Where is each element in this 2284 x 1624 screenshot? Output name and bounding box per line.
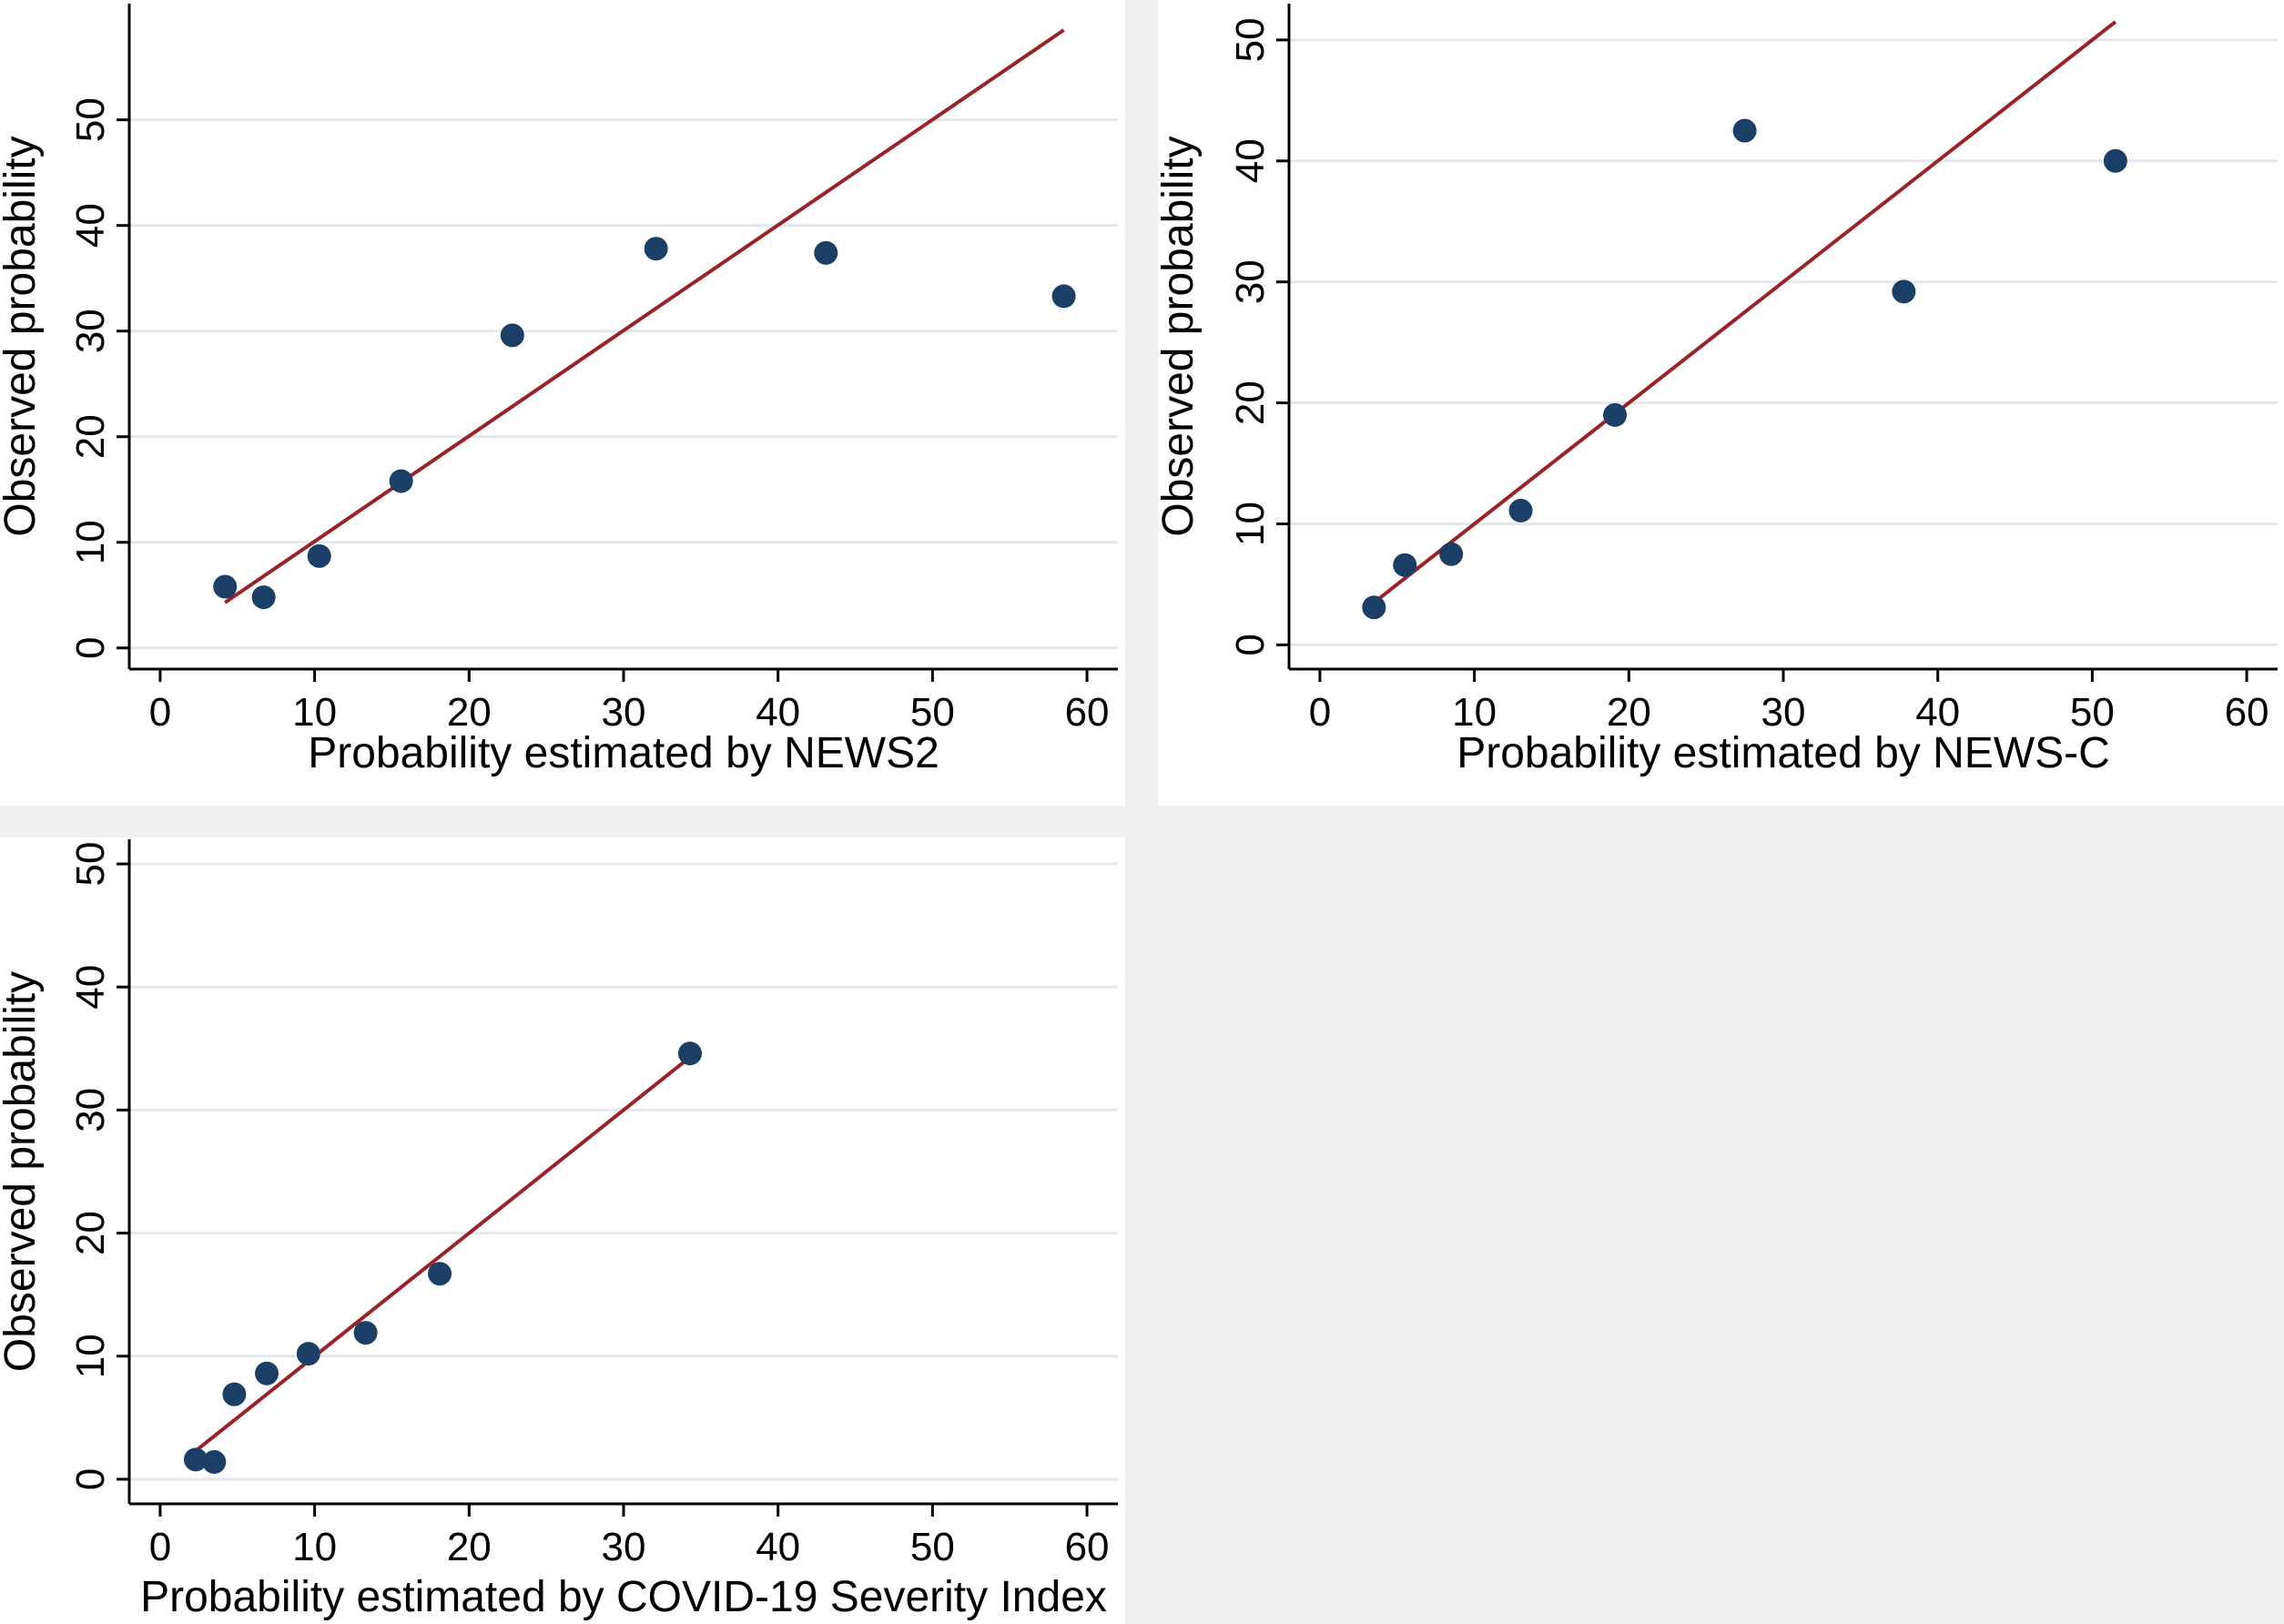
fit-line (1373, 20, 2117, 604)
data-point (1051, 284, 1076, 309)
x-tick-label: 30 (602, 1525, 646, 1569)
y-tick-label: 50 (68, 97, 113, 142)
x-tick-label: 0 (1309, 690, 1331, 735)
y-tick-label: 40 (1228, 138, 1273, 183)
data-point (353, 1321, 378, 1345)
x-tick-label: 0 (149, 1525, 171, 1569)
y-tick-label: 20 (1228, 381, 1273, 425)
data-point (1362, 595, 1386, 620)
data-point (2103, 148, 2127, 173)
y-tick-label: 20 (68, 414, 113, 459)
x-axis-title: Probability estimated by NEWS-C (1457, 729, 2110, 777)
y-tick-label: 30 (68, 309, 113, 353)
x-tick-label: 30 (1761, 690, 1806, 735)
data-point (1439, 542, 1464, 566)
x-tick-label: 30 (602, 690, 646, 735)
y-tick-label: 0 (1228, 634, 1273, 655)
x-tick-label: 50 (2070, 690, 2115, 735)
data-point (1732, 118, 1757, 143)
data-point (251, 585, 276, 610)
x-tick-label: 50 (910, 1525, 955, 1569)
y-tick-label: 0 (68, 1468, 113, 1490)
x-tick-label: 50 (910, 690, 955, 735)
chart-panel-2: 0 10 20 30 40 50 0 10 20 30 40 50 60 Probability esti… (1154, 0, 2284, 806)
y-axis-title: Observed probability (1154, 136, 1203, 536)
data-point (255, 1361, 279, 1385)
data-point (500, 323, 524, 348)
y-axis-title: Observed probability (0, 971, 45, 1372)
x-axis-title: Probability estimated by COVID-19 Severi… (140, 1573, 1107, 1621)
data-point (677, 1041, 702, 1066)
x-tick-label: 10 (292, 1525, 337, 1569)
data-point (1393, 553, 1417, 577)
y-tick-label: 40 (68, 203, 113, 248)
y-tick-label: 20 (68, 1211, 113, 1255)
x-tick-label: 10 (1452, 690, 1497, 735)
x-tick-label: 20 (447, 690, 492, 735)
data-point (1508, 498, 1533, 523)
data-point (213, 574, 238, 599)
data-point (222, 1382, 247, 1406)
y-tick-label: 40 (68, 965, 113, 1010)
x-tick-label: 60 (2225, 690, 2269, 735)
x-axis-title: Probability estimated by NEWS2 (308, 729, 939, 777)
x-tick-label: 40 (756, 690, 800, 735)
y-tick-label: 50 (1228, 17, 1273, 62)
data-point (1892, 279, 1916, 304)
fit-line (194, 1055, 692, 1453)
data-point (183, 1447, 208, 1472)
y-tick-label: 10 (1228, 502, 1273, 546)
x-tick-label: 60 (1065, 690, 1110, 735)
data-point (814, 240, 838, 265)
data-point (202, 1450, 227, 1475)
panel-background (0, 0, 1125, 806)
data-point (1603, 402, 1628, 427)
y-tick-label: 0 (68, 637, 113, 659)
x-tick-label: 40 (756, 1525, 800, 1569)
x-tick-label: 10 (292, 690, 337, 735)
x-tick-label: 20 (447, 1525, 492, 1569)
y-tick-label: 50 (68, 842, 113, 887)
data-point (307, 543, 331, 568)
y-tick-label: 30 (1228, 259, 1273, 304)
x-tick-label: 40 (1915, 690, 1960, 735)
y-tick-label: 30 (68, 1088, 113, 1132)
data-point (428, 1262, 452, 1286)
y-tick-label: 10 (68, 520, 113, 564)
panel-background (0, 837, 1125, 1624)
fit-line (224, 28, 1065, 604)
chart-panel-1: 0 10 20 30 40 50 0 10 20 30 40 50 60 Probability esti… (0, 0, 1125, 806)
data-point (296, 1342, 320, 1366)
y-axis-title: Observed probability (0, 136, 45, 536)
x-tick-label: 20 (1607, 690, 1651, 735)
x-tick-label: 0 (149, 690, 171, 735)
x-tick-label: 60 (1065, 1525, 1110, 1569)
data-point (644, 237, 668, 261)
y-tick-label: 10 (68, 1334, 113, 1378)
data-point (389, 469, 413, 493)
